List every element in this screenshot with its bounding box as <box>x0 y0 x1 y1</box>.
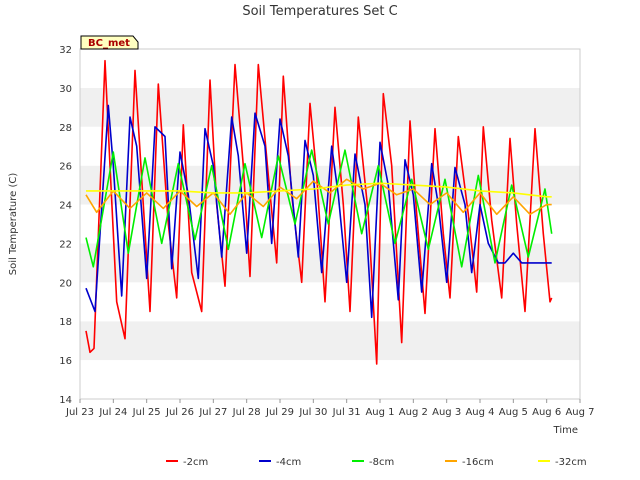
x-tick-label: Jul 26 <box>165 407 194 418</box>
station-label-box: BC_met <box>80 35 139 50</box>
x-tick-label: Jul 25 <box>132 407 161 418</box>
series-line-32cmcm <box>86 182 552 198</box>
x-tick-label: Aug 1 <box>365 407 394 418</box>
grid-band <box>80 321 580 361</box>
legend-label: -32cm <box>555 457 587 468</box>
x-axis-ticks: Jul 23 Jul 24 Jul 25 Jul 26 Jul 27 Jul 28 Jul … <box>65 399 595 418</box>
x-tick-label: Jul 28 <box>232 407 261 418</box>
legend: -2cm -4cm -8cm -16cm -32cm <box>166 457 587 468</box>
y-tick-label: 18 <box>59 317 72 328</box>
legend-label: -8cm <box>369 457 394 468</box>
series-lines <box>85 59 553 365</box>
y-tick-label: 32 <box>59 45 72 56</box>
x-tick-label: Jul 27 <box>198 407 227 418</box>
x-tick-label: Jul 31 <box>332 407 361 418</box>
legend-label: -16cm <box>462 457 494 468</box>
y-tick-label: 20 <box>59 278 72 289</box>
series-line-4cmcm <box>85 104 552 319</box>
x-tick-label: Jul 24 <box>98 407 127 418</box>
x-tick-label: Aug 7 <box>565 407 594 418</box>
x-tick-label: Aug 3 <box>432 407 461 418</box>
x-tick-label: Aug 2 <box>399 407 428 418</box>
x-tick-label: Jul 23 <box>65 407 94 418</box>
y-tick-label: 24 <box>59 201 72 212</box>
x-tick-label: Aug 4 <box>465 407 494 418</box>
series-line-8cmcm <box>85 149 553 268</box>
y-tick-label: 22 <box>59 239 72 250</box>
legend-label: -2cm <box>183 457 208 468</box>
grid-band <box>80 282 580 322</box>
y-axis-ticks: 14 16 18 20 22 24 26 28 30 32 <box>59 45 72 406</box>
x-axis-title: Time <box>553 425 578 436</box>
y-tick-label: 14 <box>59 395 72 406</box>
x-tick-label: Jul 30 <box>298 407 327 418</box>
y-axis-title: Soil Temperature (C) <box>8 173 19 276</box>
y-tick-label: 16 <box>59 356 72 367</box>
series-line-16cmcm <box>85 178 552 216</box>
y-tick-label: 28 <box>59 123 72 134</box>
chart-title: Soil Temperatures Set C <box>242 4 397 19</box>
x-tick-label: Aug 6 <box>532 407 561 418</box>
grid-bands <box>80 49 580 399</box>
y-tick-label: 30 <box>59 84 72 95</box>
grid-band <box>80 87 580 127</box>
plot-frame <box>79 48 581 400</box>
grid-band <box>80 360 580 399</box>
legend-label: -4cm <box>276 457 301 468</box>
grid-band <box>80 49 580 88</box>
station-label: BC_met <box>88 38 130 49</box>
x-tick-label: Aug 5 <box>499 407 528 418</box>
x-tick-label: Jul 29 <box>265 407 294 418</box>
y-tick-label: 26 <box>59 162 72 173</box>
